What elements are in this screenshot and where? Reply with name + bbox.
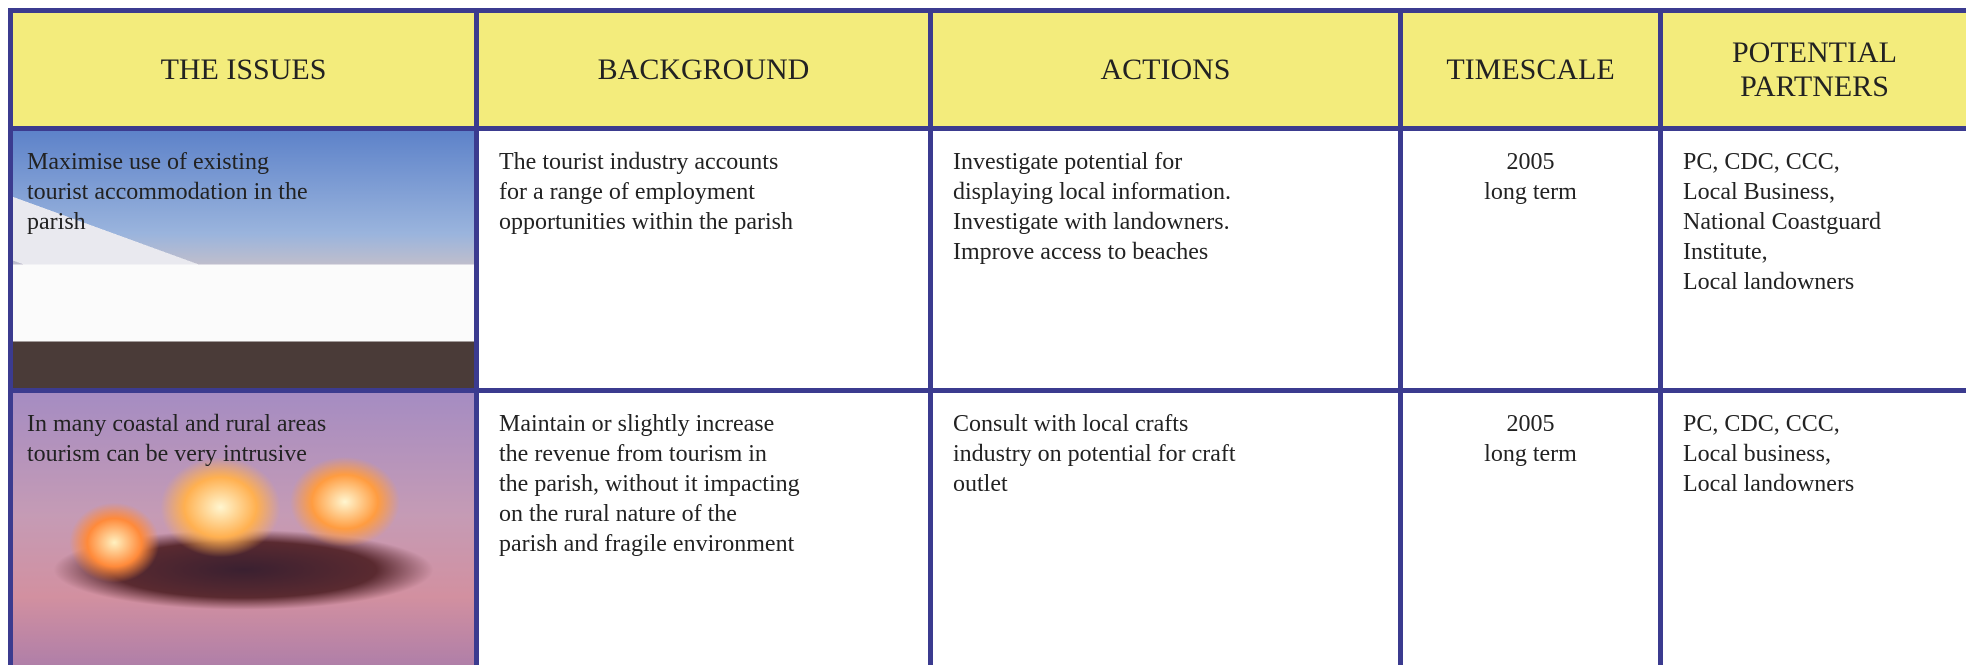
cell-text: Investigate potential for <box>953 149 1183 175</box>
header-cell: THE ISSUES <box>13 13 474 126</box>
cell-text: Investigate with landowners. <box>953 209 1230 235</box>
cell-text: parish <box>27 209 86 235</box>
cell-text: Maximise use of existing <box>27 149 269 175</box>
cell-text: tourism can be very intrusive <box>27 441 307 467</box>
table-cell: PC, CDC, CCC, Local business, Local landow… <box>1663 393 1966 665</box>
cell-text: displaying local information. <box>953 179 1231 205</box>
cell-text: outlet <box>953 471 1008 497</box>
cell-text: Improve access to beaches <box>953 239 1209 265</box>
table-cell: Consult with local crafts industry on pot… <box>933 393 1398 665</box>
cell-text: PC, CDC, CCC, <box>1683 149 1840 175</box>
cell-text: National Coastguard <box>1683 209 1881 235</box>
cell-text: Local business, <box>1683 441 1831 467</box>
cell-text: 2005 <box>1506 149 1555 175</box>
cell-text: long term <box>1484 179 1577 205</box>
table-cell: PC, CDC, CCC, Local Business, National Coa… <box>1663 131 1966 388</box>
cell-text: Institute, <box>1683 239 1768 265</box>
cell-text: on the rural nature of the <box>499 501 737 527</box>
issue-cell: In many coastal and rural areas tourism c… <box>13 393 474 665</box>
header-cell: BACKGROUND <box>479 13 928 126</box>
table-cell: The tourist industry accounts for a range… <box>479 131 928 388</box>
table-cell: Maintain or slightly increase the revenue… <box>479 393 928 665</box>
table: THE ISSUES BACKGROUND ACTIONS TIMESCALE POTE… <box>8 8 1966 665</box>
cell-text: Local landowners <box>1683 471 1855 497</box>
header-cell: POTENTIAL PARTNERS <box>1663 13 1966 126</box>
header-cell: TIMESCALE <box>1403 13 1658 126</box>
cell-text: Local Business, <box>1683 179 1835 205</box>
issue-cell: Maximise use of existing tourist accommod… <box>13 131 474 388</box>
cell-text: long term <box>1484 441 1577 467</box>
cell-text: parish and fragile environment <box>499 531 795 557</box>
cell-text: opportunities within the parish <box>499 209 793 235</box>
cell-text: In many coastal and rural areas <box>27 411 327 437</box>
table-cell: 2005 long term <box>1403 131 1658 388</box>
cell-text: Maintain or slightly increase <box>499 411 775 437</box>
cell-text: the revenue from tourism in <box>499 441 767 467</box>
cell-text: the parish, without it impacting <box>499 471 800 497</box>
header-cell: ACTIONS <box>933 13 1398 126</box>
cell-text: for a range of employment <box>499 179 755 205</box>
table-cell: 2005 long term <box>1403 393 1658 665</box>
cell-text: PC, CDC, CCC, <box>1683 411 1840 437</box>
table-cell: Investigate potential for displaying loca… <box>933 131 1398 388</box>
cell-text: The tourist industry accounts <box>499 149 779 175</box>
cell-text: Local landowners <box>1683 269 1855 295</box>
cell-text: industry on potential for craft <box>953 441 1236 467</box>
cell-text: Consult with local crafts <box>953 411 1189 437</box>
cell-text: tourist accommodation in the <box>27 179 308 205</box>
cell-text: 2005 <box>1506 411 1555 437</box>
